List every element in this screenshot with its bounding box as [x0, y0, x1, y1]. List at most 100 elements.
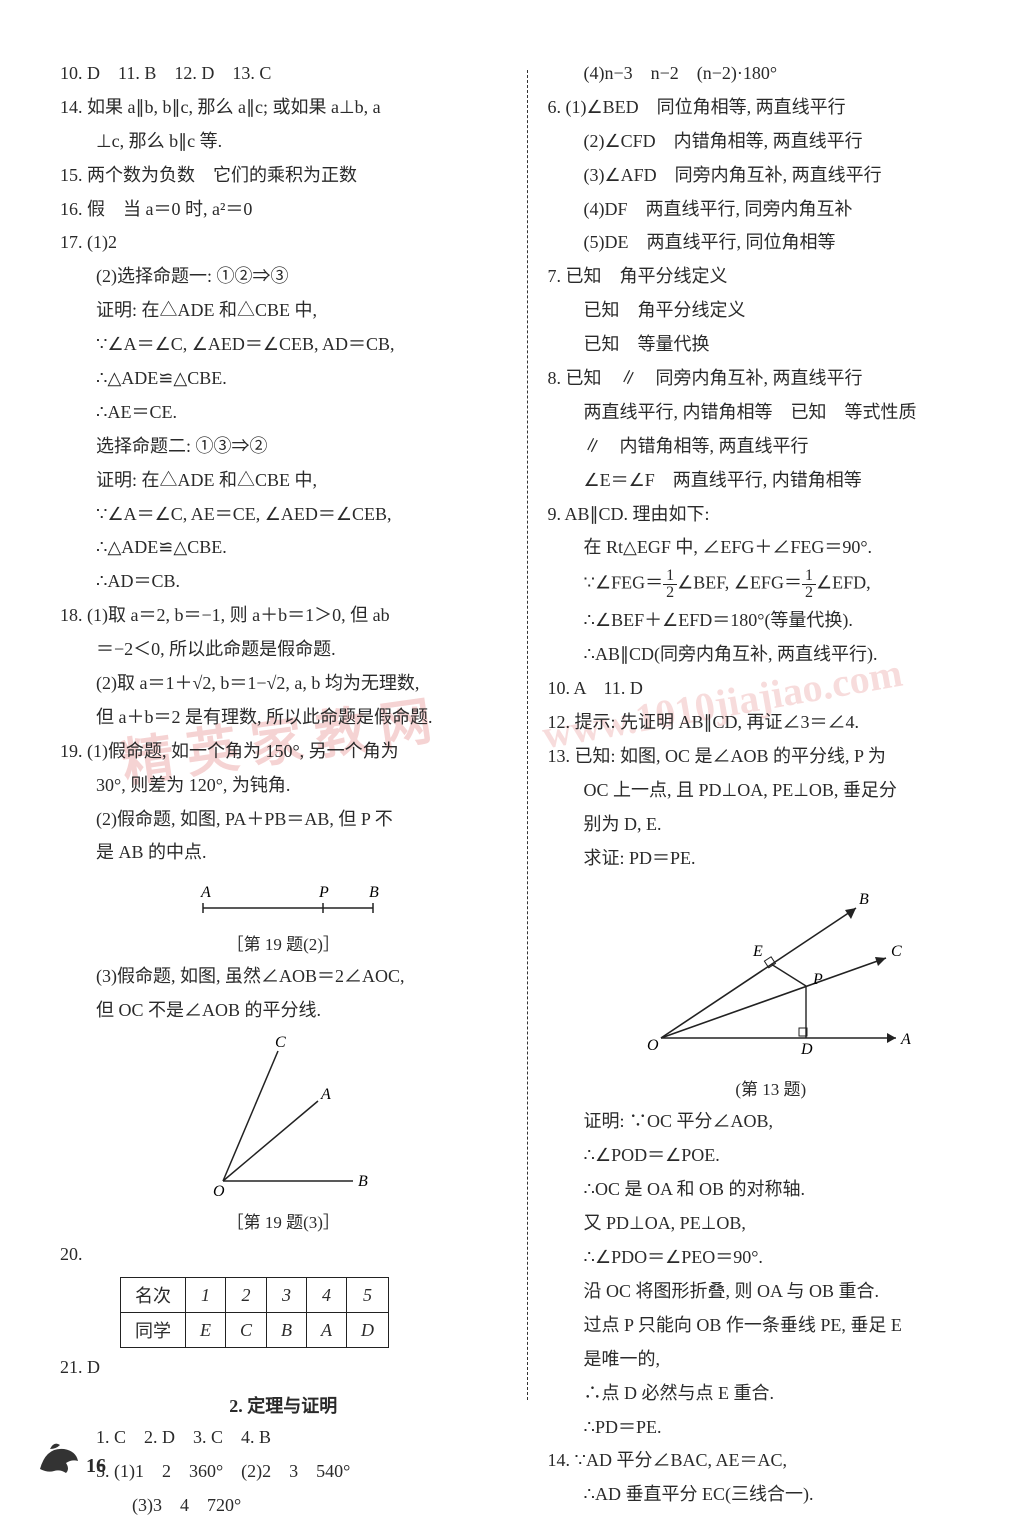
proof-line: ∴点 D 必然与点 E 重合. [548, 1380, 995, 1408]
point-A-label: A [900, 1031, 911, 1048]
point-A-label: A [320, 1086, 331, 1103]
answer-line: 16. 假 当 a＝0 时, a²＝0 [60, 196, 507, 224]
table-cell: D [347, 1313, 389, 1348]
proof-line: ∴△ADE≌△CBE. [60, 534, 507, 562]
answer-line: 10. A 11. D [548, 675, 995, 703]
answer-line: ⊥c, 那么 b∥c 等. [60, 128, 507, 156]
answer-line: 求证: PD＝PE. [548, 845, 995, 873]
answer-line: 14. 如果 a∥b, b∥c, 那么 a∥c; 或如果 a⊥b, a [60, 94, 507, 122]
answer-line: (3)∠AFD 同旁内角互补, 两直线平行 [548, 162, 995, 190]
table-cell: 5 [347, 1278, 389, 1313]
proof-line: 证明: 在△ADE 和△CBE 中, [60, 467, 507, 495]
table-cell: 4 [307, 1278, 347, 1313]
proof-line: ∴∠BEF＋∠EFD＝180°(等量代换). [548, 607, 995, 635]
answer-line: (4)DF 两直线平行, 同旁内角互补 [548, 196, 995, 224]
point-A-label: A [200, 884, 211, 901]
point-O-label: O [647, 1037, 659, 1054]
table-cell: 同学 [121, 1313, 186, 1348]
answer-line: 30°, 则差为 120°, 为钝角. [60, 772, 507, 800]
answer-line: (2)假命题, 如图, PA＋PB＝AB, 但 P 不 [60, 806, 507, 834]
proof-line: 过点 P 只能向 OB 作一条垂线 PE, 垂足 E [548, 1312, 995, 1340]
column-divider [527, 70, 528, 1400]
answer-line: 20. [60, 1241, 507, 1269]
figure-19-3: O B A C [60, 1031, 507, 1206]
answer-line: 已知 角平分线定义 [548, 297, 995, 325]
figure-13: O A B C D E P [548, 878, 995, 1073]
table-cell: A [307, 1313, 347, 1348]
answer-line: 但 OC 不是∠AOB 的平分线. [60, 997, 507, 1025]
point-P-label: P [318, 884, 329, 901]
table-row: 同学 E C B A D [121, 1313, 389, 1348]
answer-line: ∥ 内错角相等, 两直线平行 [548, 433, 995, 461]
table-row: 名次 1 2 3 4 5 [121, 1278, 389, 1313]
proof-line: ∴AD＝CB. [60, 568, 507, 596]
answer-line: 14. ∵AD 平分∠BAC, AE＝AC, [548, 1447, 995, 1475]
answer-line: 别为 D, E. [548, 811, 995, 839]
answer-line: 17. (1)2 [60, 229, 507, 257]
answer-line: (3)假命题, 如图, 虽然∠AOB＝2∠AOC, [60, 963, 507, 991]
proof-line: ∵∠A＝∠C, AE＝CE, ∠AED＝∠CEB, [60, 501, 507, 529]
dolphin-icon [36, 1439, 82, 1484]
proof-line: 证明: ∵OC 平分∠AOB, [548, 1108, 995, 1136]
figure-caption: ［第 19 题(3)］ [60, 1208, 507, 1233]
point-P-label: P [812, 971, 823, 988]
point-D-label: D [800, 1041, 813, 1058]
answer-line: 21. D [60, 1354, 507, 1382]
answer-line: 12. 提示: 先证明 AB∥CD, 再证∠3＝∠4. [548, 709, 995, 737]
page-number: 16 [86, 1455, 106, 1478]
ranking-table: 名次 1 2 3 4 5 同学 E C B A D [120, 1277, 389, 1348]
answer-line: 5. (1)1 2 360° (2)2 3 540° [60, 1458, 507, 1486]
answer-line: 是 AB 的中点. [60, 839, 507, 867]
right-column: (4)n−3 n−2 (n−2)·180° 6. (1)∠BED 同位角相等, … [548, 60, 995, 1420]
proof-line: ∵∠A＝∠C, ∠AED＝∠CEB, AD＝CB, [60, 331, 507, 359]
point-B-label: B [859, 891, 869, 908]
proof-line: 是唯一的, [548, 1346, 995, 1374]
answer-line: (2)∠CFD 内错角相等, 两直线平行 [548, 128, 995, 156]
table-cell: 名次 [121, 1278, 186, 1313]
answer-line: ∠E＝∠F 两直线平行, 内错角相等 [548, 467, 995, 495]
answer-line: 10. D 11. B 12. D 13. C [60, 60, 507, 88]
point-B-label: B [369, 884, 379, 901]
section-heading: 2. 定理与证明 [60, 1392, 507, 1418]
proof-line: 选择命题二: ①③⇒② [60, 433, 507, 461]
proof-line: 证明: 在△ADE 和△CBE 中, [60, 297, 507, 325]
proof-line: ∴△ADE≌△CBE. [60, 365, 507, 393]
proof-line: ∵∠FEG＝12∠BEF, ∠EFG＝12∠EFD, [548, 568, 995, 601]
proof-line: ∴∠PDO＝∠PEO＝90°. [548, 1244, 995, 1272]
proof-line: 沿 OC 将图形折叠, 则 OA 与 OB 重合. [548, 1278, 995, 1306]
answer-line: ＝−2＜0, 所以此命题是假命题. [60, 636, 507, 664]
answer-line: (5)DE 两直线平行, 同位角相等 [548, 229, 995, 257]
answer-line: (4)n−3 n−2 (n−2)·180° [548, 60, 995, 88]
answer-line: 7. 已知 角平分线定义 [548, 263, 995, 291]
point-E-label: E [752, 943, 763, 960]
table-cell: 2 [226, 1278, 267, 1313]
answer-line: 9. AB∥CD. 理由如下: [548, 501, 995, 529]
answer-line: 两直线平行, 内错角相等 已知 等式性质 [548, 399, 995, 427]
answer-line: (2)取 a＝1＋√2, b＝1−√2, a, b 均为无理数, [60, 670, 507, 698]
answer-line: 1. C 2. D 3. C 4. B [60, 1424, 507, 1452]
point-O-label: O [213, 1183, 225, 1200]
table-cell: C [226, 1313, 267, 1348]
answer-line: 6. (1)∠BED 同位角相等, 两直线平行 [548, 94, 995, 122]
figure-19-2: A P B [60, 873, 507, 928]
proof-line: ∴OC 是 OA 和 OB 的对称轴. [548, 1176, 995, 1204]
point-C-label: C [275, 1034, 286, 1051]
proof-line: 又 PD⊥OA, PE⊥OB, [548, 1210, 995, 1238]
left-column: 10. D 11. B 12. D 13. C 14. 如果 a∥b, b∥c,… [60, 60, 507, 1420]
table-cell: 3 [267, 1278, 307, 1313]
point-C-label: C [891, 943, 902, 960]
proof-line: (2)选择命题一: ①②⇒③ [60, 263, 507, 291]
figure-caption: (第 13 题) [548, 1075, 995, 1100]
answer-line: 18. (1)取 a＝2, b＝−1, 则 a＋b＝1＞0, 但 ab [60, 602, 507, 630]
table-cell: B [267, 1313, 307, 1348]
answer-line: (3)3 4 720° [60, 1492, 507, 1520]
answer-line: 但 a＋b＝2 是有理数, 所以此命题是假命题. [60, 704, 507, 732]
answer-line: ∴AD 垂直平分 EC(三线合一). [548, 1481, 995, 1509]
proof-line: ∴PD＝PE. [548, 1414, 995, 1442]
answer-line: 已知 等量代换 [548, 331, 995, 359]
answer-line: 13. 已知: 如图, OC 是∠AOB 的平分线, P 为 [548, 743, 995, 771]
proof-line: 在 Rt△EGF 中, ∠EFG＋∠FEG＝90°. [548, 534, 995, 562]
proof-line: ∴∠POD＝∠POE. [548, 1142, 995, 1170]
answer-line: 15. 两个数为负数 它们的乘积为正数 [60, 162, 507, 190]
two-column-layout: 10. D 11. B 12. D 13. C 14. 如果 a∥b, b∥c,… [60, 60, 994, 1420]
